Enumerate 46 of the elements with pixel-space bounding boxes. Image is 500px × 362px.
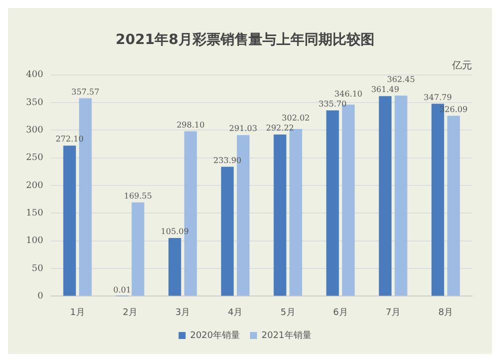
legend-label: 2021年销量 bbox=[262, 330, 312, 341]
y-tick-label: 250 bbox=[26, 153, 44, 164]
y-tick-label: 150 bbox=[26, 208, 44, 219]
y-tick-label: 100 bbox=[26, 236, 44, 246]
x-tick-label: 4月 bbox=[228, 308, 243, 318]
x-tick-label: 3月 bbox=[175, 308, 190, 318]
bar bbox=[447, 116, 460, 296]
bar bbox=[221, 166, 234, 296]
data-label: 272.10 bbox=[56, 134, 84, 144]
data-label: 0.01 bbox=[113, 285, 132, 294]
legend-label: 2020年销量 bbox=[190, 330, 240, 341]
bar bbox=[132, 202, 144, 296]
data-label: 298.10 bbox=[176, 120, 205, 130]
x-tick-label: 5月 bbox=[280, 308, 296, 318]
y-tick-label: 0 bbox=[37, 292, 44, 302]
data-label: 347.79 bbox=[424, 92, 452, 102]
data-label: 362.45 bbox=[386, 75, 415, 84]
x-tick-label: 7月 bbox=[386, 308, 400, 318]
data-label: 291.03 bbox=[229, 124, 258, 134]
x-tick-label: 8月 bbox=[438, 308, 454, 318]
bar bbox=[289, 129, 302, 296]
data-label: 361.49 bbox=[371, 85, 400, 94]
chart-title: 2021年8月彩票销售量与上年同期比较图 bbox=[116, 32, 374, 48]
data-label: 233.90 bbox=[213, 156, 242, 165]
y-tick-label: 50 bbox=[32, 264, 44, 274]
x-tick-label: 2月 bbox=[122, 308, 138, 318]
data-label: 335.70 bbox=[318, 99, 347, 108]
data-label: 105.09 bbox=[160, 227, 189, 236]
bar bbox=[274, 134, 286, 296]
x-tick-label: 6月 bbox=[333, 308, 348, 318]
y-tick-label: 350 bbox=[26, 98, 44, 108]
y-tick-label: 300 bbox=[26, 125, 44, 136]
y-tick-label: 400 bbox=[26, 70, 44, 80]
bar bbox=[394, 96, 408, 296]
y-tick-label: 200 bbox=[26, 180, 44, 191]
data-label: 357.57 bbox=[71, 87, 100, 96]
bar bbox=[378, 96, 392, 296]
bar bbox=[326, 110, 339, 296]
data-label: 302.02 bbox=[282, 114, 310, 123]
data-label: 292.22 bbox=[266, 124, 294, 133]
bar bbox=[168, 238, 182, 296]
x-tick-label: 1月 bbox=[70, 308, 85, 318]
bar bbox=[63, 146, 76, 296]
data-label: 346.10 bbox=[334, 89, 362, 98]
text: 亿元 bbox=[451, 60, 472, 72]
data-label: 169.55 bbox=[124, 191, 152, 200]
